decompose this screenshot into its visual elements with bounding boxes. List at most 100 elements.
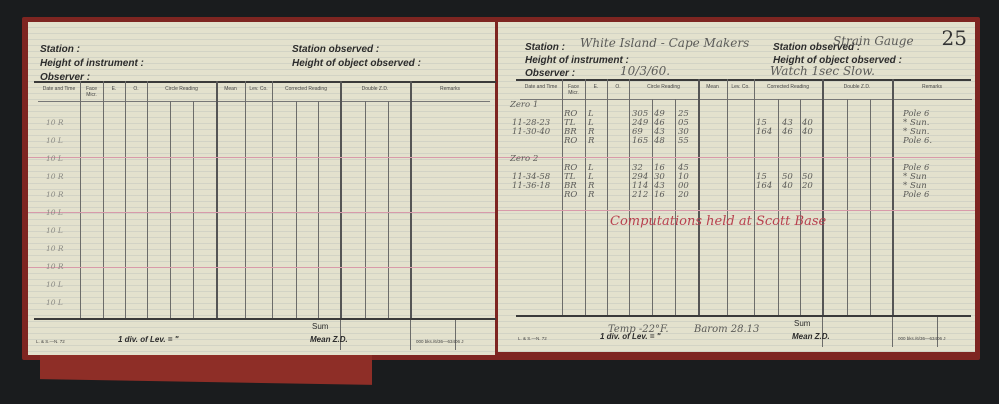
column-header: Face Micr. [567,84,580,96]
column-header: Corrected Reading [285,86,327,92]
column-header: Date and Time [42,86,76,92]
face-micr: TL [564,118,576,128]
remark: * Sun [903,181,927,191]
page-number: 25 [941,26,967,50]
footer-divider [340,318,341,350]
footer-divider [410,318,411,350]
circle-reading: 43 [654,127,665,137]
height-instrument-label: Height of instrument : [525,55,629,66]
column-divider [147,81,148,318]
sub-column-divider [193,101,194,318]
print-code: 000 bks./6/36—63406 J [898,336,946,341]
column-divider [245,81,246,318]
corrected-reading: 15 [756,118,767,128]
e-o: L [588,118,594,128]
margin-mark: 10 R [46,244,64,253]
circle-reading: 00 [678,181,689,191]
remark: Pole 6. [903,136,933,146]
corrected-reading: 15 [756,172,767,182]
red-note: Computations held at Scott Base [610,214,827,229]
corrected-reading: 164 [756,127,773,137]
corrected-reading: 20 [802,181,813,191]
column-header: Double Z.D. [361,86,389,92]
pink-rule [28,267,495,268]
corrected-reading: 40 [802,127,813,137]
column-header: E. [593,84,599,90]
time: 11-30-40 [512,127,551,137]
column-divider [80,81,81,318]
pink-rule [498,210,975,211]
sub-column-divider [388,101,389,318]
column-divider [340,81,342,318]
date-value: 10/3/60. [620,64,671,78]
e-o: L [588,109,594,119]
header-rule [516,79,971,81]
column-divider [892,79,894,315]
group-title: Zero 1 [510,100,539,110]
remark: Pole 6 [903,163,930,173]
observer-label: Observer : [525,68,576,79]
circle-reading: 165 [632,136,649,146]
column-header: Circle Reading [647,84,680,90]
e-o: R [588,127,595,137]
circle-reading: 16 [654,190,665,200]
header-bottom-rule [520,99,972,100]
corrected-reading: 50 [782,172,793,182]
circle-reading: 114 [632,181,649,191]
margin-mark: 10 L [46,280,63,289]
corrected-reading: 40 [802,118,813,128]
circle-reading: 32 [632,163,643,173]
circle-reading: 10 [678,172,689,182]
circle-reading: 49 [654,109,665,119]
margin-mark: 10 L [46,226,63,235]
column-divider [629,79,630,315]
e-o: R [588,190,595,200]
column-divider [585,79,586,315]
e-o: R [588,181,595,191]
watch-note: Watch 1sec Slow. [770,64,875,78]
margin-mark: 10 L [46,136,63,145]
form-code: L. & S.—N. 72 [518,336,547,341]
corrected-reading: 43 [782,118,793,128]
margin-mark: 10 R [46,190,64,199]
circle-reading: 45 [678,163,689,173]
pink-rule [498,157,975,158]
footer-divider [822,315,823,347]
remark: * Sun. [903,118,930,128]
footer-divider [937,315,938,347]
print-code: 000 bks./6/36—63406 J [416,339,464,344]
margin-mark: 10 L [46,208,63,217]
height-object-label: Height of object observed : [773,55,902,66]
time: 11-28-23 [512,118,551,128]
face-micr: RO [564,163,578,173]
time: 11-36-18 [512,181,551,191]
header-bottom-rule [38,101,490,102]
sub-column-divider [652,99,653,315]
height-instrument-label: Height of instrument : [40,58,144,69]
header-rule [34,81,496,83]
corrected-reading: 40 [782,181,793,191]
circle-reading: 48 [654,136,665,146]
column-divider [103,81,104,318]
temp-note: Temp -22°F. [608,324,669,335]
height-object-label: Height of object observed : [292,58,421,69]
footer-rule [516,315,971,317]
station-label: Station : [40,44,80,55]
sub-column-divider [365,101,366,318]
column-divider [822,79,824,315]
column-divider [410,81,412,318]
column-divider [754,79,755,315]
column-header: Circle Reading [165,86,198,92]
remark: Pole 6 [903,109,930,119]
column-divider [272,81,273,318]
column-header: Double Z.D. [843,84,871,90]
face-micr: RO [564,190,578,200]
column-header: Corrected Reading [767,84,809,90]
column-header: O. [133,86,139,92]
pink-rule [28,157,495,158]
sub-column-divider [675,99,676,315]
e-o: L [588,172,594,182]
group-title: Zero 2 [510,154,539,164]
circle-reading: 43 [654,181,665,191]
sub-column-divider [800,99,801,315]
